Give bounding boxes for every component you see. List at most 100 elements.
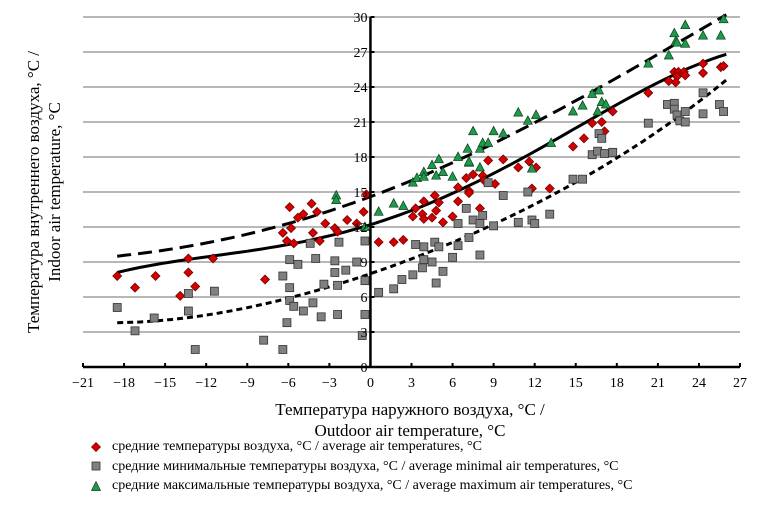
data-point-average	[447, 211, 458, 222]
data-point-maximum	[671, 36, 683, 47]
data-point-minimal	[464, 233, 474, 242]
data-point-average	[314, 236, 325, 246]
data-point-maximum	[463, 155, 475, 166]
x-tick-label: 15	[569, 376, 583, 391]
y-axis-title-line-2: Indoor air temperature, °C	[45, 102, 64, 282]
data-point-maximum	[474, 161, 486, 172]
data-point-average	[307, 227, 318, 238]
data-point-minimal	[719, 107, 728, 116]
data-point-minimal	[475, 219, 485, 228]
data-point-minimal	[259, 335, 269, 345]
data-point-average	[670, 77, 681, 88]
data-point-average	[183, 267, 194, 278]
data-point-average	[698, 68, 709, 78]
data-point-maximum	[431, 169, 442, 180]
data-point-maximum	[474, 143, 486, 153]
data-point-average	[351, 218, 362, 229]
x-tick-label: 6	[449, 376, 456, 391]
data-point-minimal	[333, 310, 342, 319]
data-point-average	[284, 202, 295, 213]
data-point-minimal	[545, 209, 555, 219]
data-point-average	[175, 290, 186, 301]
y-tick-label: 0	[360, 361, 367, 376]
data-point-average	[437, 217, 448, 228]
x-tick-label: −15	[154, 376, 176, 391]
x-tick-label: 21	[651, 376, 665, 391]
data-point-average	[568, 141, 579, 152]
data-point-minimal	[411, 240, 421, 249]
data-point-average	[607, 106, 618, 117]
diamond-marker-icon	[88, 441, 104, 453]
trendline-average	[116, 52, 727, 274]
x-tick-label: −9	[240, 376, 255, 391]
data-point-minimal	[360, 310, 370, 319]
data-point-maximum	[488, 125, 499, 136]
data-point-average	[587, 118, 598, 129]
data-point-minimal	[278, 345, 288, 354]
x-tick-label: −18	[113, 376, 135, 391]
data-point-minimal	[530, 219, 540, 228]
trendline-minimal	[117, 78, 728, 325]
data-point-average	[358, 206, 369, 217]
legend-item-average: средние температуры воздуха, °C / averag…	[88, 437, 632, 457]
data-point-maximum	[567, 105, 579, 116]
data-point-minimal	[453, 241, 463, 251]
triangle-marker-icon	[88, 480, 104, 492]
axes	[82, 16, 741, 369]
data-point-minimal	[448, 252, 457, 262]
data-point-average	[663, 76, 674, 87]
data-point-minimal	[316, 312, 326, 322]
data-point-minimal	[278, 271, 288, 281]
data-point-average	[410, 203, 421, 214]
data-point-minimal	[498, 191, 508, 200]
y-tick-label: 12	[353, 221, 367, 236]
data-point-minimal	[285, 255, 295, 265]
data-point-average	[277, 227, 288, 238]
data-point-minimal	[357, 331, 367, 340]
data-point-minimal	[389, 284, 399, 294]
data-point-maximum	[522, 115, 533, 125]
data-point-minimal	[183, 306, 193, 316]
data-point-maximum	[462, 143, 473, 153]
data-point-minimal	[434, 242, 444, 252]
legend: средние температуры воздуха, °C / averag…	[88, 437, 632, 496]
y-tick-label: 30	[353, 11, 367, 26]
data-point-maximum	[600, 98, 611, 109]
data-point-maximum	[411, 172, 423, 182]
data-point-minimal	[643, 118, 653, 128]
trendlines	[116, 13, 728, 325]
data-point-maximum	[513, 106, 524, 117]
y-tick-label: 9	[360, 256, 367, 271]
x-tick-label: 9	[490, 376, 497, 391]
data-point-minimal	[282, 318, 292, 328]
x-tick-label: −21	[72, 376, 94, 391]
data-point-minimal	[308, 298, 318, 308]
data-point-minimal	[680, 107, 690, 116]
data-point-minimal	[289, 301, 299, 311]
data-point-maximum	[452, 151, 464, 161]
data-point-minimal	[374, 287, 384, 297]
data-point-average	[483, 155, 494, 166]
data-point-minimal	[298, 306, 308, 316]
x-tick-labels: −21 −18 −15 −12 −9 −6 −3 0 3 6 9 12 15 18 21 24 27	[72, 376, 747, 391]
legend-label: средние температуры воздуха, °C / averag…	[112, 439, 482, 454]
data-point-minimal	[419, 255, 429, 265]
data-point-maximum	[447, 171, 458, 181]
data-point-minimal	[461, 203, 471, 213]
data-point-minimal	[600, 149, 609, 158]
data-point-minimal	[408, 270, 418, 280]
x-tick-label: −3	[322, 376, 337, 391]
data-point-minimal	[698, 109, 708, 119]
data-point-minimal	[130, 326, 140, 336]
data-point-maximum	[680, 19, 691, 30]
legend-label: средние максимальные температуры воздуха…	[112, 478, 633, 493]
data-point-average	[183, 253, 194, 264]
data-point-minimal	[334, 237, 344, 247]
data-point-average	[418, 213, 429, 224]
y-tick-label: 27	[353, 46, 367, 61]
data-point-minimal	[608, 147, 618, 157]
data-point-maximum	[468, 125, 479, 136]
data-point-maximum	[592, 105, 603, 116]
data-point-minimal	[209, 286, 219, 296]
data-point-minimal	[333, 280, 342, 290]
